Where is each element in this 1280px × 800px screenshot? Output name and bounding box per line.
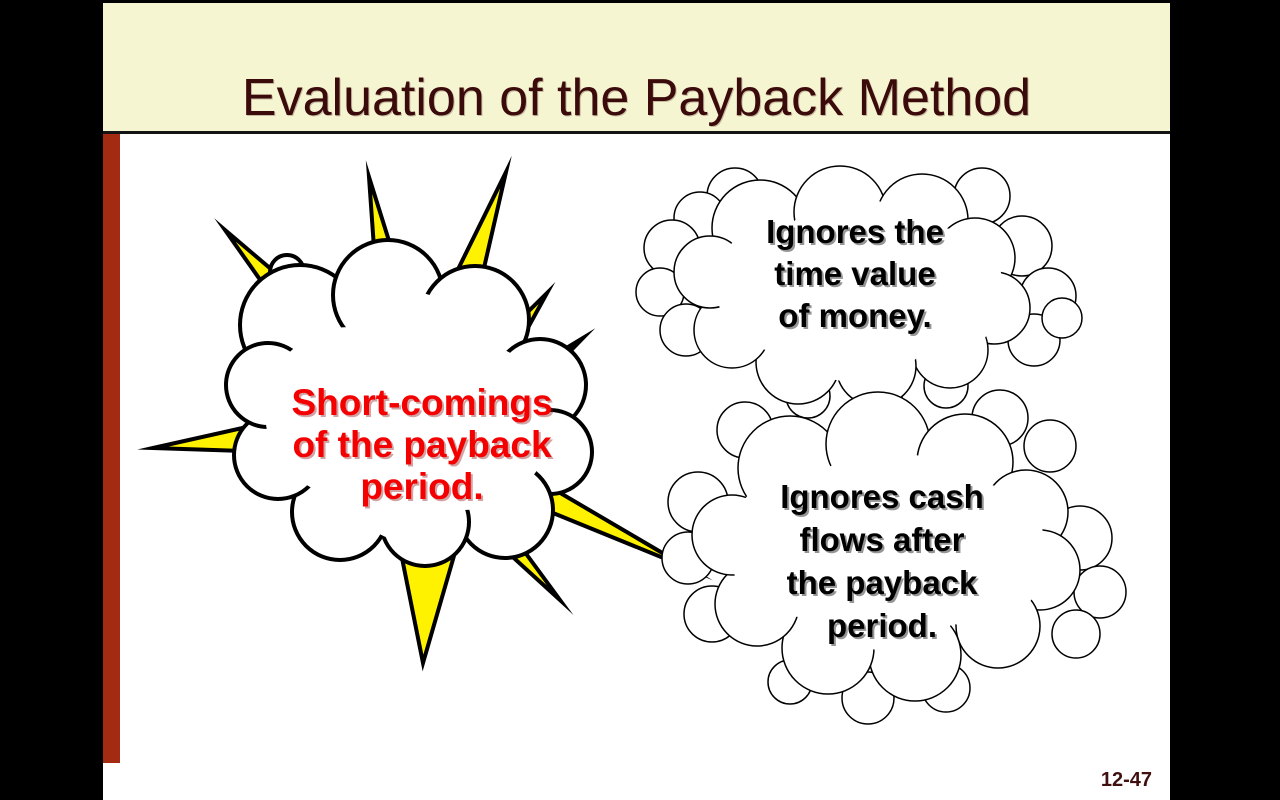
burst-caption-line: Short-comings bbox=[291, 382, 553, 423]
cloud-top-caption-line: of money. bbox=[778, 297, 932, 334]
cloud-bottom-caption-line: period. bbox=[826, 607, 937, 644]
cloud-top-caption-line: Ignores the bbox=[766, 213, 944, 250]
cloud-top-caption-line: time value bbox=[774, 255, 936, 292]
explosion-cloud-icon bbox=[224, 238, 594, 568]
cloud-bottom-caption-line: flows after bbox=[799, 521, 965, 558]
burst-caption: Short-comings of the payback period. bbox=[242, 382, 602, 508]
page-title: Evaluation of the Payback Method bbox=[241, 69, 1032, 127]
thought-cloud-top-icon bbox=[635, 165, 1083, 423]
cloud-bottom-caption: Ignores cash flows after the payback per… bbox=[722, 475, 1042, 647]
accent-bar bbox=[103, 134, 120, 763]
slide-title-bar: Evaluation of the Payback Method bbox=[103, 3, 1170, 134]
cloud-top-caption: Ignores the time value of money. bbox=[700, 211, 1010, 337]
slide-page-number: 12-47 bbox=[1100, 769, 1152, 791]
cloud-bottom-caption-line: Ignores cash bbox=[780, 478, 984, 515]
burst-caption-line: period. bbox=[360, 466, 484, 507]
burst-caption-line: of the payback bbox=[292, 424, 552, 465]
thought-cloud-bottom-icon bbox=[661, 389, 1127, 725]
cloud-bottom-caption-line: the payback bbox=[786, 564, 978, 601]
